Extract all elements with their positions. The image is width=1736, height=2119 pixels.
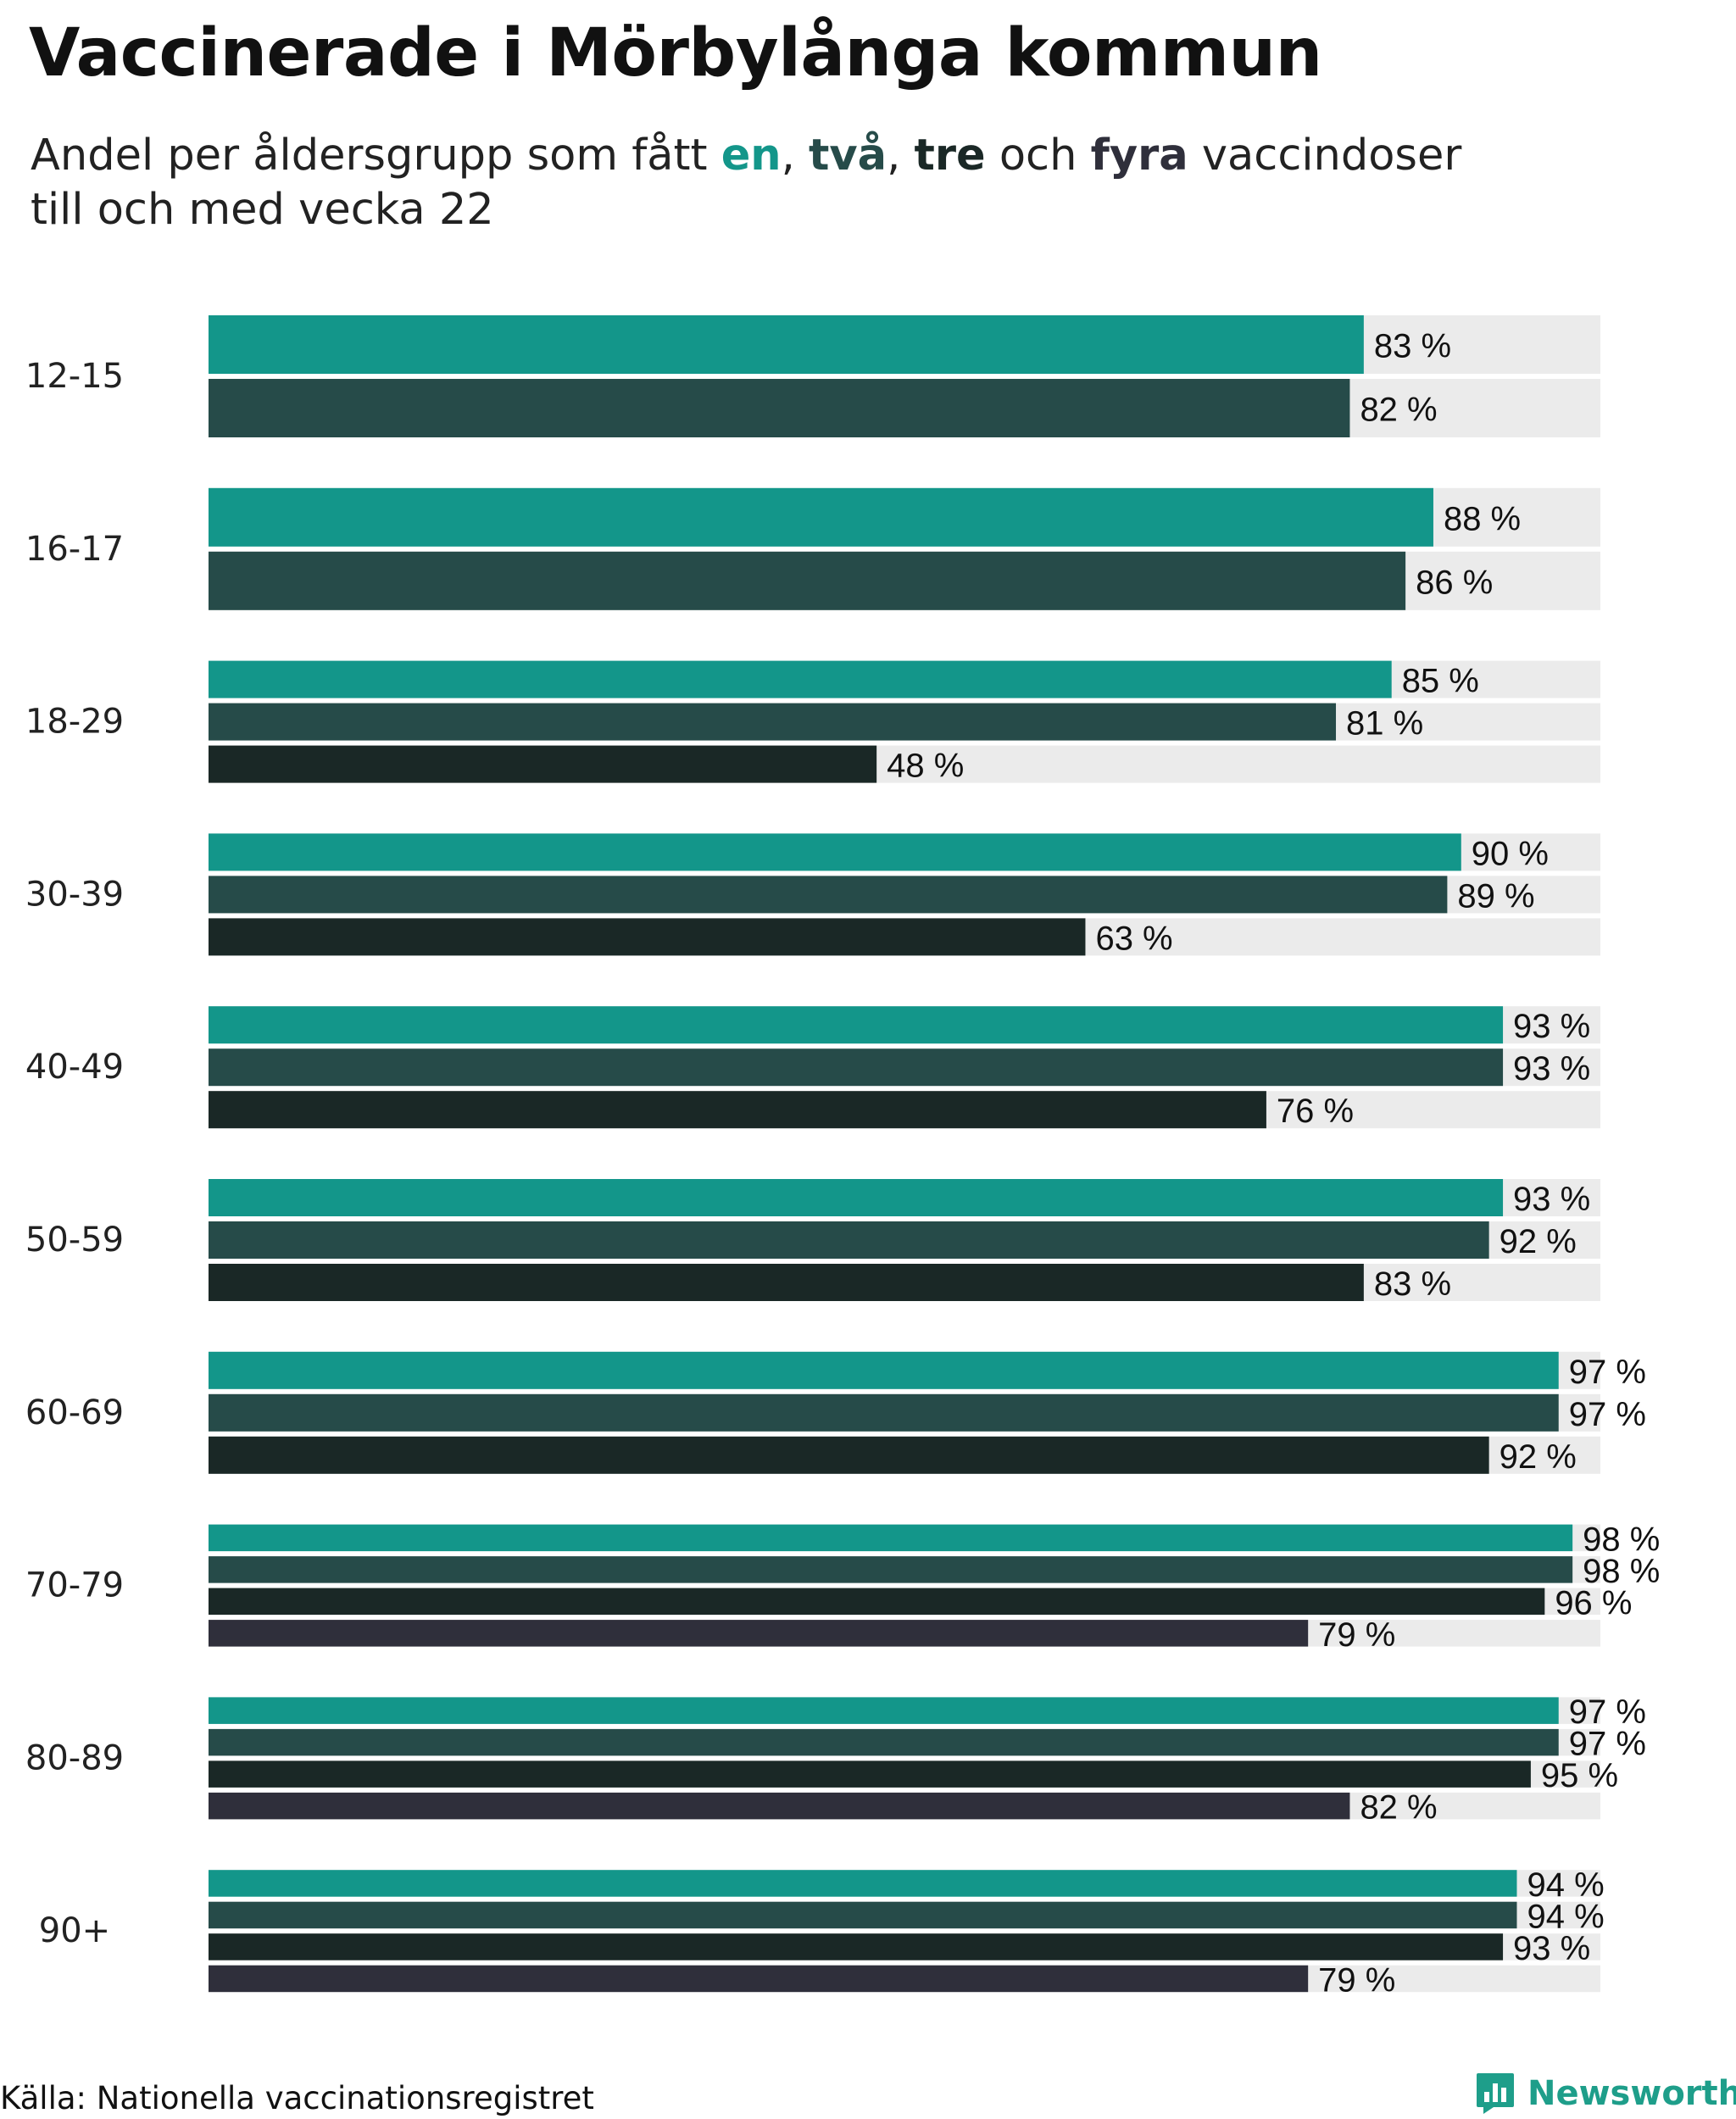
bar-90plus-en [209, 1870, 1517, 1897]
bar-value-label-30-39-tre: 63 % [1095, 920, 1172, 957]
subtitle-dose-fyra: fyra [1090, 131, 1188, 181]
bar-40-49-tre [209, 1091, 1266, 1129]
bar-value-label-80-89-tre: 95 % [1541, 1757, 1618, 1794]
age-group-label-80-89: 80-89 [25, 1738, 124, 1777]
bar-50-59-tva [209, 1221, 1489, 1259]
age-group-label-16-17: 16-17 [25, 530, 124, 569]
bar-90plus-tva [209, 1901, 1517, 1929]
subtitle-line-2: till och med vecka 22 [31, 185, 494, 235]
chart-subtitle: Andel per åldersgrupp som fått en, två, … [31, 129, 1641, 237]
bar-60-69-tre [209, 1436, 1489, 1474]
age-group-label-70-79: 70-79 [25, 1566, 124, 1605]
bar-30-39-tre [209, 918, 1086, 956]
bar-value-label-40-49-en: 93 % [1513, 1008, 1590, 1045]
source-note: Källa: Nationella vaccinationsregistret [0, 2080, 594, 2116]
bar-value-label-60-69-tre: 92 % [1500, 1438, 1577, 1476]
bar-80-89-tre [209, 1760, 1531, 1788]
subtitle-post: vaccindoser [1188, 131, 1462, 181]
bar-value-label-80-89-fyra: 82 % [1360, 1789, 1437, 1827]
chart-title: Vaccinerade i Mörbylånga kommun [29, 15, 1322, 92]
bar-value-label-12-15-tva: 82 % [1360, 392, 1437, 429]
bar-value-label-12-15-en: 83 % [1374, 328, 1451, 365]
bar-18-29-tva [209, 703, 1337, 741]
bar-value-label-90plus-tre: 93 % [1513, 1930, 1590, 1967]
bar-16-17-tva [209, 551, 1406, 610]
bar-70-79-tva [209, 1556, 1573, 1583]
bar-value-label-70-79-tre: 96 % [1555, 1584, 1632, 1621]
bar-40-49-tva [209, 1048, 1504, 1087]
bar-value-label-30-39-en: 90 % [1472, 835, 1549, 872]
bar-value-label-70-79-en: 98 % [1583, 1521, 1660, 1558]
age-group-label-40-49: 40-49 [25, 1048, 124, 1087]
brand: Newsworthy [1475, 2072, 1736, 2116]
age-group-label-90plus: 90+ [39, 1911, 110, 1950]
bar-value-label-90plus-tva: 94 % [1527, 1898, 1604, 1935]
bar-value-label-80-89-tva: 97 % [1569, 1726, 1646, 1763]
bar-18-29-tre [209, 745, 877, 783]
age-group-label-12-15: 12-15 [25, 357, 124, 396]
bar-value-label-60-69-tva: 97 % [1569, 1396, 1646, 1433]
bar-value-label-16-17-en: 88 % [1444, 500, 1521, 537]
brand-name: Newsworthy [1527, 2074, 1736, 2113]
bar-70-79-fyra [209, 1620, 1309, 1647]
age-group-label-18-29: 18-29 [25, 703, 124, 742]
bar-16-17-en [209, 487, 1433, 547]
bar-50-59-tre [209, 1264, 1364, 1301]
bar-value-label-30-39-tva: 89 % [1457, 877, 1534, 915]
bar-18-29-en [209, 660, 1392, 698]
bar-value-label-40-49-tre: 76 % [1277, 1093, 1354, 1130]
subtitle-dose-tva: två [809, 131, 887, 181]
bar-value-label-18-29-tva: 81 % [1346, 705, 1423, 742]
bar-30-39-tva [209, 876, 1448, 914]
bar-12-15-en [209, 315, 1364, 374]
subtitle-sep-2: , [887, 131, 915, 181]
newsworthy-logo-icon [1477, 2073, 1514, 2114]
bar-80-89-en [209, 1697, 1559, 1724]
bar-value-label-90plus-fyra: 79 % [1318, 1961, 1395, 1999]
subtitle-pre: Andel per åldersgrupp som fått [31, 131, 721, 181]
bar-value-label-50-59-en: 93 % [1513, 1181, 1590, 1218]
age-group-label-50-59: 50-59 [25, 1221, 124, 1260]
bar-value-label-16-17-tva: 86 % [1416, 564, 1493, 601]
bar-80-89-fyra [209, 1792, 1350, 1820]
bar-chart: 12-15 83 % 82 % 16-17 88 % 86 % 18-29 85 % 81 % 4… [25, 315, 1660, 1999]
subtitle-sep-1: , [781, 131, 810, 181]
bar-value-label-18-29-tre: 48 % [887, 748, 964, 785]
bar-30-39-en [209, 833, 1461, 871]
bar-70-79-tre [209, 1588, 1545, 1616]
bar-value-label-90plus-en: 94 % [1527, 1866, 1604, 1904]
age-group-label-30-39: 30-39 [25, 875, 124, 914]
bar-90plus-tre [209, 1933, 1504, 1960]
age-group-label-60-69: 60-69 [25, 1393, 124, 1432]
subtitle-mid: och [985, 131, 1091, 181]
bar-value-label-60-69-en: 97 % [1569, 1354, 1646, 1391]
bar-40-49-en [209, 1006, 1504, 1044]
bar-value-label-80-89-en: 97 % [1569, 1694, 1646, 1731]
bar-value-label-70-79-fyra: 79 % [1318, 1616, 1395, 1654]
subtitle-dose-tre: tre [914, 131, 986, 181]
bar-50-59-en [209, 1179, 1504, 1216]
bar-value-label-50-59-tva: 92 % [1500, 1223, 1577, 1260]
bar-70-79-en [209, 1524, 1573, 1552]
bar-value-label-40-49-tva: 93 % [1513, 1050, 1590, 1087]
bar-value-label-50-59-tre: 83 % [1374, 1265, 1451, 1303]
bar-90plus-fyra [209, 1965, 1309, 1993]
bar-80-89-tva [209, 1728, 1559, 1756]
subtitle-dose-en: en [721, 131, 782, 181]
bar-60-69-en [209, 1351, 1559, 1389]
bar-value-label-18-29-en: 85 % [1402, 663, 1479, 700]
bar-60-69-tva [209, 1393, 1559, 1432]
bar-12-15-tva [209, 379, 1350, 437]
bar-value-label-70-79-tva: 98 % [1583, 1553, 1660, 1590]
